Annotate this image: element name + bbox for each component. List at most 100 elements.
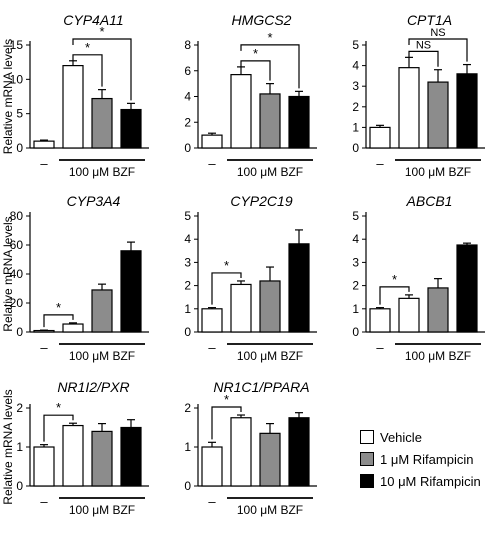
panel-title: CPT1A <box>407 12 452 28</box>
bar <box>288 243 310 333</box>
y-tick-label: 5 <box>16 107 23 121</box>
x-group-label: 100 μM BZF <box>69 165 135 179</box>
y-tick-label: 1 <box>16 440 23 454</box>
significance-label: * <box>56 300 61 315</box>
y-axis-label: Relative mRNA levels <box>1 389 15 504</box>
bar <box>456 73 478 149</box>
bar <box>259 432 281 487</box>
significance-label: * <box>267 30 272 45</box>
panel-title: ABCB1 <box>406 193 453 209</box>
x-group-label: 100 μM BZF <box>405 349 471 363</box>
y-axis-label: Relative mRNA levels <box>1 39 15 154</box>
y-tick-label: 5 <box>352 38 359 52</box>
legend-label-rif1: 1 μM Rifampicin <box>380 451 474 467</box>
legend-item-rif10: 10 μM Rifampicin <box>360 470 504 492</box>
bar <box>288 417 310 487</box>
legend: Vehicle 1 μM Rifampicin 10 μM Rifampicin <box>360 426 504 492</box>
significance-bracket <box>379 286 410 305</box>
bar <box>427 287 449 333</box>
y-tick-label: 0 <box>184 141 191 155</box>
legend-label-vehicle: Vehicle <box>380 429 422 445</box>
y-tick-label: 2 <box>184 401 191 415</box>
bar <box>91 289 113 333</box>
x-first-label: – <box>40 340 48 355</box>
y-tick-label: 2 <box>184 115 191 129</box>
bar <box>398 297 420 333</box>
bar <box>201 446 223 487</box>
panel-title: HMGCS2 <box>232 12 292 28</box>
bar <box>91 430 113 487</box>
significance-bracket <box>43 314 74 328</box>
significance-bracket <box>211 406 242 440</box>
y-tick-label: 1 <box>184 302 191 316</box>
significance-label: * <box>392 272 397 287</box>
bar <box>33 446 55 487</box>
x-group-label: 100 μM BZF <box>69 503 135 517</box>
y-tick-label: 3 <box>352 255 359 269</box>
y-tick-label: 0 <box>184 325 191 339</box>
x-first-label: – <box>376 156 384 171</box>
y-tick-label: 60 <box>10 238 24 252</box>
panel-title: NR1I2/PXR <box>57 379 129 395</box>
bar <box>259 93 281 149</box>
y-tick-label: 10 <box>10 72 24 86</box>
legend-swatch-rif10 <box>360 474 374 488</box>
y-tick-label: 1 <box>184 440 191 454</box>
x-group-label: 100 μM BZF <box>237 165 303 179</box>
bar <box>91 97 113 149</box>
bar <box>456 244 478 333</box>
y-tick-label: 5 <box>352 209 359 223</box>
x-first-label: – <box>40 156 48 171</box>
y-tick-label: 6 <box>184 64 191 78</box>
legend-swatch-vehicle <box>360 430 374 444</box>
y-tick-label: 40 <box>10 267 24 281</box>
bar <box>201 134 223 149</box>
significance-bracket <box>408 50 439 67</box>
significance-label: * <box>253 46 258 61</box>
bar <box>427 81 449 149</box>
significance-label: * <box>99 24 104 39</box>
significance-bracket <box>408 38 468 62</box>
bar <box>369 308 391 333</box>
significance-label: NS <box>416 39 431 51</box>
significance-bracket <box>211 272 242 305</box>
x-group-label: 100 μM BZF <box>405 165 471 179</box>
y-tick-label: 1 <box>352 302 359 316</box>
legend-item-rif1: 1 μM Rifampicin <box>360 448 504 470</box>
significance-bracket <box>240 44 300 89</box>
y-tick-label: 0 <box>16 141 23 155</box>
significance-bracket <box>72 38 132 101</box>
y-tick-label: 4 <box>184 232 191 246</box>
x-first-label: – <box>40 494 48 509</box>
significance-label: NS <box>430 27 445 39</box>
y-tick-label: 0 <box>16 325 23 339</box>
bar <box>120 108 142 149</box>
y-tick-label: 8 <box>184 38 191 52</box>
panel-title: CYP4A11 <box>63 12 123 28</box>
bar <box>230 74 252 149</box>
y-tick-label: 20 <box>10 296 24 310</box>
significance-label: * <box>85 40 90 55</box>
x-group-label: 100 μM BZF <box>237 349 303 363</box>
bar <box>230 283 252 333</box>
legend-swatch-rif1 <box>360 452 374 466</box>
significance-bracket <box>43 414 74 442</box>
bar <box>33 329 55 333</box>
x-first-label: – <box>208 340 216 355</box>
bar <box>62 424 84 487</box>
x-group-label: 100 μM BZF <box>237 503 303 517</box>
bar <box>62 64 84 149</box>
y-tick-label: 0 <box>184 479 191 493</box>
y-tick-label: 15 <box>10 38 24 52</box>
x-first-label: – <box>208 494 216 509</box>
bar <box>120 250 142 333</box>
bar <box>120 426 142 487</box>
significance-bracket <box>240 60 271 81</box>
y-tick-label: 2 <box>16 401 23 415</box>
bar <box>62 323 84 333</box>
y-tick-label: 4 <box>352 59 359 73</box>
y-tick-label: 5 <box>184 209 191 223</box>
y-tick-label: 0 <box>352 325 359 339</box>
x-first-label: – <box>208 156 216 171</box>
